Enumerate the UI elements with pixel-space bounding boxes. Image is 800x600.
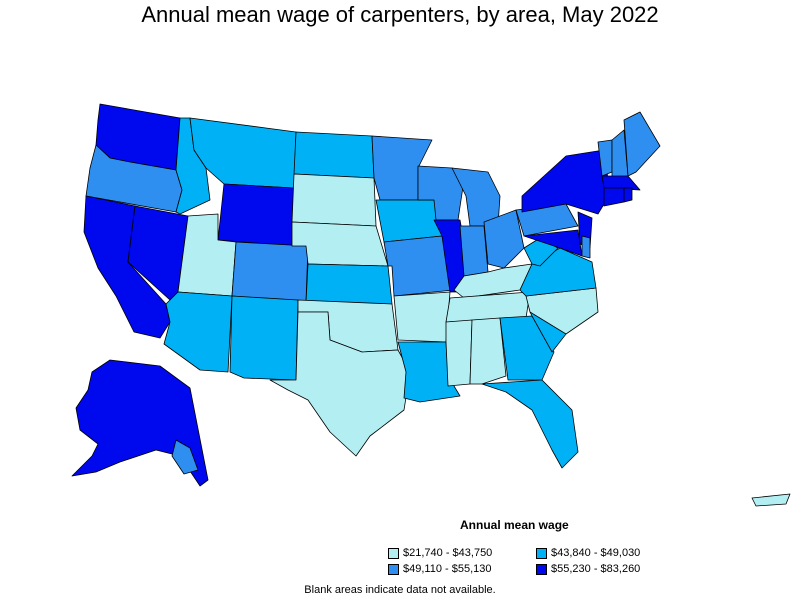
legend-label-tier-3: $49,110 - $55,130 bbox=[403, 563, 492, 575]
legend-item-tier-3: $49,110 - $55,130 bbox=[388, 562, 536, 576]
state-me bbox=[623, 111, 661, 177]
state-ks bbox=[305, 263, 393, 305]
state-ma bbox=[601, 175, 641, 191]
state-sd bbox=[291, 173, 377, 227]
state-tx bbox=[269, 311, 411, 457]
state-ct bbox=[603, 187, 625, 207]
legend-swatch-tier-4 bbox=[536, 563, 547, 575]
legend-item-tier-4: $55,230 - $83,260 bbox=[536, 562, 686, 576]
state-de bbox=[581, 235, 591, 259]
state-ar bbox=[393, 291, 451, 343]
legend-swatch-tier-1 bbox=[388, 547, 399, 559]
state-wy bbox=[217, 183, 295, 247]
legend-label-tier-4: $55,230 - $83,260 bbox=[551, 563, 641, 575]
state-fl bbox=[481, 379, 579, 469]
state-ia bbox=[375, 199, 443, 243]
state-oh bbox=[483, 209, 525, 269]
legend-swatch-tier-3 bbox=[388, 563, 399, 575]
legend-swatch-tier-2 bbox=[536, 547, 547, 559]
legend-label-tier-2: $43,840 - $49,030 bbox=[551, 547, 641, 559]
state-nm bbox=[229, 295, 299, 381]
state-ny bbox=[521, 149, 611, 215]
legend-item-tier-2: $43,840 - $49,030 bbox=[536, 546, 686, 560]
state-nd bbox=[293, 131, 375, 179]
state-hi bbox=[171, 439, 199, 475]
state-pr bbox=[751, 493, 791, 507]
state-in bbox=[459, 225, 489, 277]
state-co bbox=[231, 241, 309, 303]
footnote: Blank areas indicate data not available. bbox=[0, 584, 800, 596]
state-al bbox=[469, 317, 507, 385]
state-az bbox=[163, 291, 233, 373]
state-ri bbox=[623, 187, 633, 203]
legend-title: Annual mean wage bbox=[460, 518, 569, 532]
state-ms bbox=[445, 319, 473, 387]
legend-label-tier-1: $21,740 - $43,750 bbox=[403, 547, 493, 559]
legend-item-tier-1: $21,740 - $43,750 bbox=[388, 546, 536, 560]
map-title: Annual mean wage of carpenters, by area,… bbox=[141, 2, 659, 27]
footnote-text: Blank areas indicate data not available. bbox=[304, 584, 496, 596]
